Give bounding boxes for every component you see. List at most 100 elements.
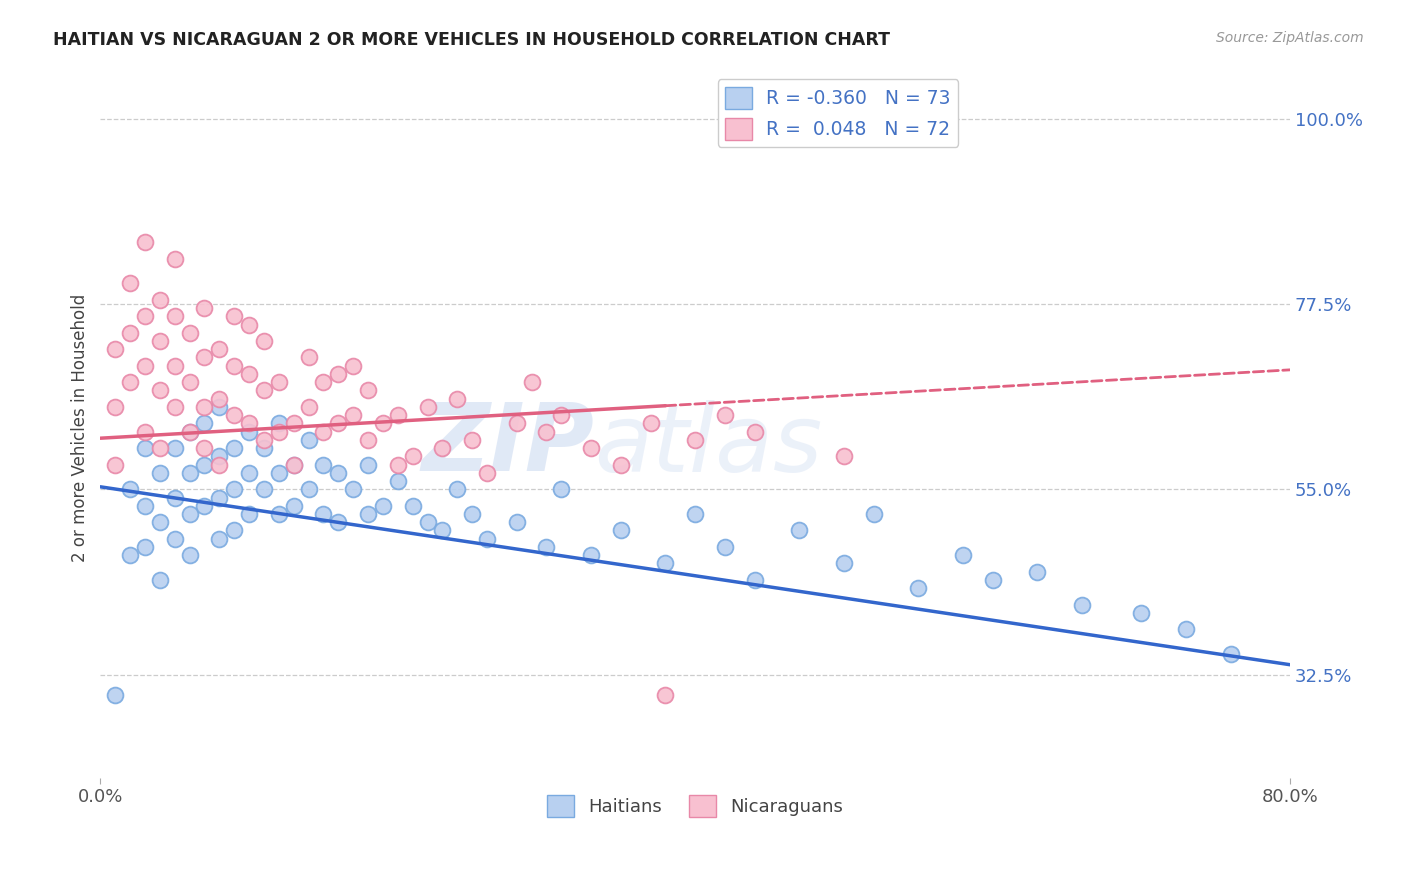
Point [328, 367, 350, 381]
Point [342, 483, 364, 497]
Point [134, 425, 156, 439]
Point [297, 483, 319, 497]
Point [134, 359, 156, 373]
Point [297, 351, 319, 365]
Point [149, 384, 172, 398]
Point [224, 310, 246, 324]
Point [149, 334, 172, 348]
Point [342, 359, 364, 373]
Point [832, 557, 855, 571]
Point [654, 557, 676, 571]
Point [283, 458, 305, 472]
Point [640, 417, 662, 431]
Point [432, 524, 454, 538]
Point [104, 400, 127, 414]
Point [179, 425, 201, 439]
Point [193, 351, 215, 365]
Point [120, 548, 142, 562]
Text: atlas: atlas [595, 400, 823, 491]
Point [683, 433, 706, 447]
Point [401, 450, 423, 464]
Point [253, 441, 276, 455]
Point [104, 343, 127, 357]
Point [550, 483, 572, 497]
Point [163, 310, 186, 324]
Point [1026, 565, 1049, 579]
Point [446, 392, 468, 406]
Point [163, 441, 186, 455]
Point [134, 310, 156, 324]
Point [208, 392, 231, 406]
Point [744, 573, 766, 587]
Point [208, 343, 231, 357]
Point [163, 532, 186, 546]
Point [267, 425, 290, 439]
Point [907, 581, 929, 595]
Point [134, 540, 156, 554]
Point [832, 450, 855, 464]
Point [342, 408, 364, 422]
Point [149, 466, 172, 480]
Point [371, 499, 394, 513]
Point [387, 408, 409, 422]
Point [149, 573, 172, 587]
Point [208, 532, 231, 546]
Point [193, 400, 215, 414]
Point [312, 425, 335, 439]
Point [312, 458, 335, 472]
Point [387, 474, 409, 488]
Point [149, 441, 172, 455]
Point [312, 507, 335, 521]
Point [120, 277, 142, 291]
Point [193, 458, 215, 472]
Point [238, 425, 260, 439]
Point [520, 375, 543, 389]
Point [312, 375, 335, 389]
Point [149, 293, 172, 307]
Point [224, 359, 246, 373]
Point [446, 483, 468, 497]
Point [179, 326, 201, 340]
Point [224, 524, 246, 538]
Point [179, 507, 201, 521]
Point [297, 433, 319, 447]
Point [120, 326, 142, 340]
Point [297, 400, 319, 414]
Point [714, 408, 737, 422]
Point [179, 548, 201, 562]
Point [238, 367, 260, 381]
Point [328, 515, 350, 529]
Point [208, 491, 231, 505]
Point [179, 375, 201, 389]
Point [163, 400, 186, 414]
Point [981, 573, 1004, 587]
Point [267, 375, 290, 389]
Point [163, 491, 186, 505]
Point [193, 417, 215, 431]
Point [506, 417, 529, 431]
Point [224, 441, 246, 455]
Point [267, 466, 290, 480]
Point [654, 688, 676, 702]
Point [253, 384, 276, 398]
Point [744, 425, 766, 439]
Point [163, 359, 186, 373]
Point [862, 507, 884, 521]
Y-axis label: 2 or more Vehicles in Household: 2 or more Vehicles in Household [72, 293, 89, 562]
Point [536, 540, 558, 554]
Point [506, 515, 529, 529]
Point [267, 507, 290, 521]
Point [401, 499, 423, 513]
Point [357, 458, 380, 472]
Point [238, 507, 260, 521]
Point [104, 458, 127, 472]
Point [193, 441, 215, 455]
Point [120, 375, 142, 389]
Point [475, 466, 498, 480]
Point [267, 417, 290, 431]
Point [357, 507, 380, 521]
Point [193, 301, 215, 315]
Point [134, 441, 156, 455]
Point [253, 334, 276, 348]
Point [475, 532, 498, 546]
